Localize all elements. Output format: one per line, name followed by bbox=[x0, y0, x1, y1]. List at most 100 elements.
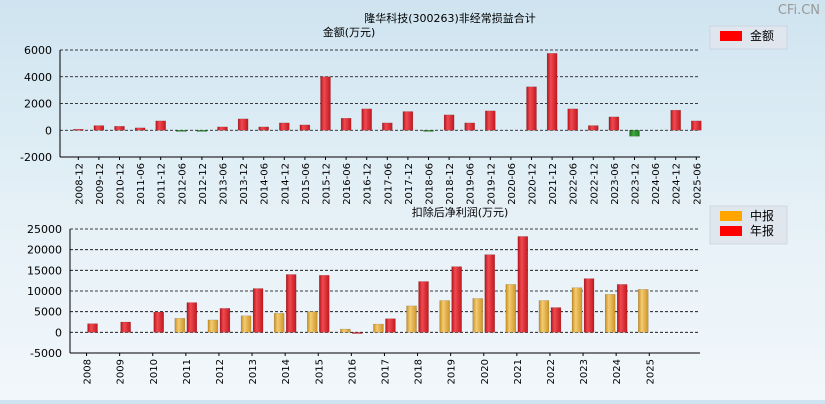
chart0-xtick-label: 2019-06 bbox=[466, 163, 477, 205]
chart1-ytick-label: 20000 bbox=[27, 244, 62, 257]
chart1-bar-中报-2013 bbox=[240, 315, 252, 333]
chart0-xtick-label: 2018-06 bbox=[425, 163, 436, 205]
chart0-bar-金额-2014-12 bbox=[279, 122, 290, 131]
chart0-bar-金额-2013-06 bbox=[217, 126, 228, 131]
chart1-bar-中报-2011 bbox=[174, 318, 186, 333]
chart1-bar-中报-2014 bbox=[273, 313, 285, 333]
chart1-bar-年报-2018 bbox=[418, 281, 429, 333]
chart0-xtick-label: 2015-12 bbox=[322, 163, 333, 205]
chart0-bar-金额-2016-12 bbox=[361, 108, 372, 131]
chart0-bar-金额-2013-12 bbox=[237, 118, 249, 131]
chart1-bar-年报-2012 bbox=[219, 308, 231, 333]
chart0-bar-金额-2021-12 bbox=[546, 53, 558, 131]
chart0-bar-金额-2010-12 bbox=[114, 126, 125, 131]
chart1-xtick-label: 2017 bbox=[380, 359, 391, 384]
chart0-bar-金额-2018-06 bbox=[423, 130, 434, 132]
chart0-bar-金额-2019-06 bbox=[464, 122, 475, 131]
chart1-bar-中报-2019 bbox=[439, 300, 450, 333]
chart0-xtick-label: 2020-06 bbox=[507, 163, 518, 205]
chart0-bar-金额-2014-06 bbox=[258, 126, 269, 131]
chart0-xtick-label: 2023-12 bbox=[631, 163, 642, 205]
chart0-xtick-label: 2014-06 bbox=[260, 163, 271, 205]
chart0-bar-金额-2020-12 bbox=[526, 86, 537, 131]
chart1-bar-年报-2014 bbox=[285, 274, 297, 333]
chart1-bar-年报-2016 bbox=[352, 332, 363, 334]
chart0-xtick-label: 2024-06 bbox=[651, 163, 662, 205]
chart0-xtick-label: 2010-12 bbox=[116, 163, 127, 205]
chart0-xtick-label: 2015-06 bbox=[301, 163, 312, 205]
chart1-xtick-label: 2022 bbox=[546, 359, 557, 384]
chart0-xtick-label: 2025-06 bbox=[692, 163, 703, 205]
chart0-xtick-label: 2016-06 bbox=[342, 163, 353, 205]
chart1-bar-中报-2021 bbox=[505, 284, 517, 333]
chart0-bar-金额-2019-12 bbox=[485, 110, 496, 131]
chart1-bar-中报-2020 bbox=[472, 298, 483, 333]
chart1-xtick-label: 2008 bbox=[83, 359, 94, 384]
chart0-bar-金额-2024-12 bbox=[670, 109, 681, 131]
chart1-bar-中报-2018 bbox=[406, 305, 417, 333]
chart1-xtick-label: 2016 bbox=[347, 359, 358, 384]
chart0-bar-金额-2022-06 bbox=[567, 108, 578, 131]
chart0-bar-金额-2023-06 bbox=[608, 116, 620, 131]
chart0-bar-金额-2022-12 bbox=[588, 125, 599, 131]
chart0-legend-swatch-金额 bbox=[720, 31, 742, 41]
chart0-xtick-label: 2020-12 bbox=[528, 163, 539, 205]
chart0-legend-label: 金额 bbox=[750, 28, 774, 43]
chart1-xtick-label: 2011 bbox=[182, 359, 193, 384]
chart1-xtick-label: 2019 bbox=[447, 359, 458, 384]
chart0-xtick-label: 2009-12 bbox=[95, 163, 106, 205]
chart0-bar-金额-2012-06 bbox=[176, 130, 187, 132]
chart1-xtick-label: 2014 bbox=[281, 359, 292, 384]
chart0-xtick-label: 2017-06 bbox=[383, 163, 394, 205]
chart1-bar-中报-2012 bbox=[207, 319, 219, 333]
chart0-xtick-label: 2011-06 bbox=[136, 163, 147, 205]
chart1-xtick-label: 2015 bbox=[314, 359, 325, 384]
chart1-bar-年报-2017 bbox=[385, 318, 396, 333]
chart1-bar-年报-2020 bbox=[484, 254, 495, 333]
chart0-bar-金额-2016-06 bbox=[340, 118, 352, 131]
chart0-xtick-label: 2018-12 bbox=[445, 163, 456, 205]
chart0-xtick-label: 2013-12 bbox=[239, 163, 250, 205]
chart1-xtick-label: 2018 bbox=[414, 359, 425, 384]
chart0-bar-金额-2025-06 bbox=[691, 120, 702, 131]
chart1-bar-中报-2016 bbox=[340, 328, 351, 333]
chart1-bar-年报-2010 bbox=[153, 311, 164, 333]
chart1-legend-label: 中报 bbox=[750, 208, 774, 223]
chart1-xtick-label: 2021 bbox=[513, 359, 524, 384]
chart1-legend-swatch-中报 bbox=[720, 211, 742, 221]
chart1-bar-年报-2019 bbox=[451, 266, 462, 333]
chart0-bar-金额-2023-12 bbox=[629, 130, 640, 137]
chart0-ytick-label: 6000 bbox=[24, 44, 52, 57]
chart0-xtick-label: 2019-12 bbox=[486, 163, 497, 205]
chart1-bar-年报-2009 bbox=[120, 321, 131, 333]
chart1-bar-中报-2015 bbox=[307, 311, 318, 333]
chart1-legend-label: 年报 bbox=[750, 223, 774, 238]
chart0-bar-金额-2018-12 bbox=[443, 114, 455, 131]
chart0-xtick-label: 2008-12 bbox=[74, 163, 85, 205]
chart1-bar-年报-2021 bbox=[517, 236, 529, 333]
chart0-bar-金额-2015-06 bbox=[299, 124, 311, 131]
chart1-xtick-label: 2013 bbox=[248, 359, 259, 384]
chart0-xtick-label: 2022-12 bbox=[589, 163, 600, 205]
chart1-bar-年报-2008 bbox=[87, 323, 98, 333]
chart0-xtick-label: 2024-12 bbox=[672, 163, 683, 205]
chart1-xtick-label: 2010 bbox=[149, 359, 160, 384]
chart0-bar-金额-2011-06 bbox=[134, 127, 146, 131]
chart0-bar-金额-2017-06 bbox=[382, 122, 393, 131]
chart1-bar-年报-2024 bbox=[616, 284, 628, 333]
chart1-bar-年报-2022 bbox=[550, 307, 562, 333]
chart1-bar-年报-2015 bbox=[319, 275, 330, 333]
chart0-xtick-label: 2021-12 bbox=[548, 163, 559, 205]
chart0-xtick-label: 2023-06 bbox=[610, 163, 621, 205]
chart1-legend-swatch-年报 bbox=[720, 226, 742, 236]
chart1-bar-年报-2013 bbox=[252, 288, 264, 333]
chart0-xtick-label: 2022-06 bbox=[569, 163, 580, 205]
chart1-xtick-label: 2023 bbox=[579, 359, 590, 384]
chart0-title: 隆华科技(300263)非经常损益合计 bbox=[364, 11, 536, 25]
chart0-bar-金额-2009-12 bbox=[93, 125, 105, 131]
chart1-xtick-label: 2009 bbox=[116, 359, 127, 384]
chart1-bar-年报-2023 bbox=[583, 278, 595, 333]
chart1-bar-中报-2017 bbox=[373, 323, 384, 333]
